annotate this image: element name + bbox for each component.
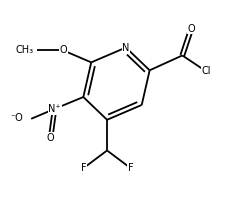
Text: F: F — [128, 163, 133, 173]
Text: ⁻O: ⁻O — [10, 113, 23, 123]
Text: N: N — [122, 43, 129, 52]
Text: O: O — [187, 24, 194, 34]
Text: Cl: Cl — [200, 66, 210, 76]
Text: F: F — [80, 163, 86, 173]
Text: N⁺: N⁺ — [48, 104, 61, 114]
Text: CH₃: CH₃ — [16, 46, 34, 55]
Text: O: O — [60, 46, 67, 55]
Text: O: O — [47, 133, 54, 143]
